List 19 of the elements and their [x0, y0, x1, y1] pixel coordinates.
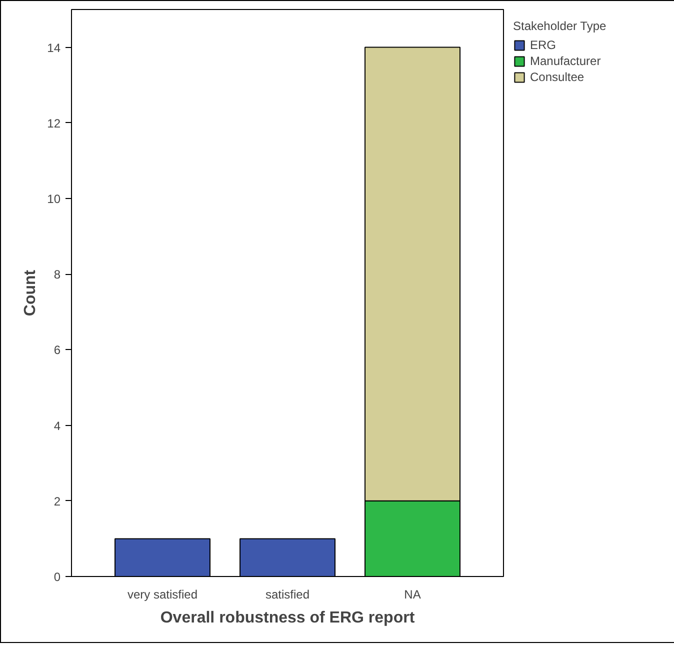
bar — [114, 538, 210, 576]
y-tick-label: 2 — [54, 494, 61, 508]
x-tick-label: very satisfied — [127, 588, 198, 602]
bar — [240, 538, 336, 576]
legend-label: ERG — [530, 38, 556, 52]
legend-title: Stakeholder Type — [513, 19, 606, 33]
x-tick-label: satisfied — [265, 588, 310, 602]
y-tick-label: 8 — [54, 268, 61, 282]
y-tick-label: 12 — [47, 116, 61, 130]
y-tick-label: 14 — [47, 40, 61, 55]
x-axis-title: Overall robustness of ERG report — [160, 610, 416, 626]
y-tick-label: 4 — [54, 418, 61, 433]
y-tick-label: 0 — [54, 570, 61, 584]
y-tick-label: 6 — [54, 343, 61, 358]
x-tick-label: NA — [404, 588, 421, 602]
y-tick-label: 10 — [47, 192, 61, 206]
legend-label: Manufacturer — [530, 54, 601, 68]
y-axis-title: Count — [22, 269, 40, 316]
legend-label: Consultee — [530, 70, 584, 84]
